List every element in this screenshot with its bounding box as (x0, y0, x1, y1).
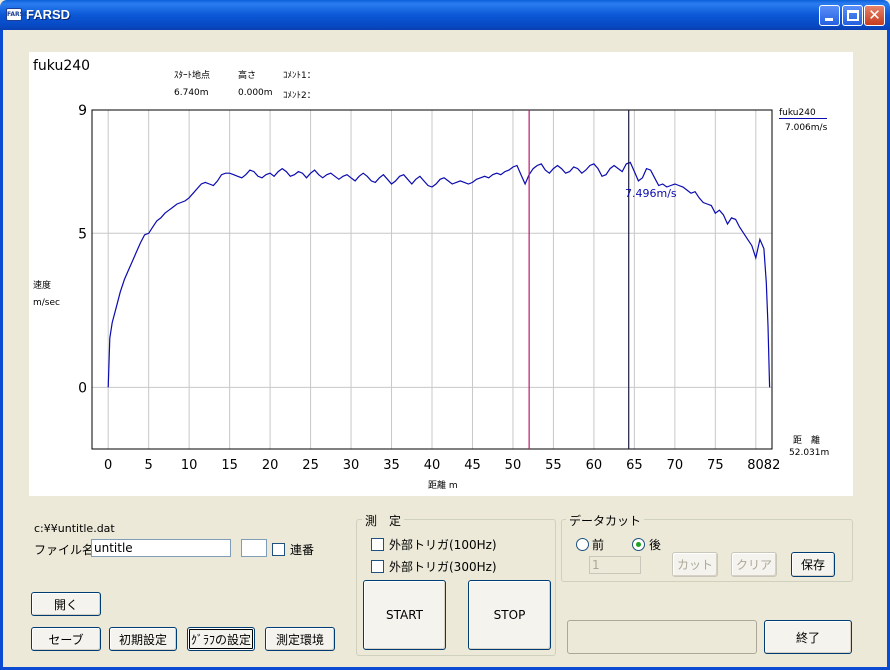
graph-settings-button[interactable]: ｸﾞﾗﾌの設定 (187, 627, 255, 651)
trigger-100hz-label: 外部トリガ(100Hz) (389, 538, 497, 552)
height-label: 高さ (238, 71, 257, 81)
measure-group-title: 測 定 (362, 512, 405, 529)
minimize-icon (825, 18, 833, 21)
datacut-group (561, 519, 853, 582)
x-tick-label: 15 (221, 458, 238, 473)
distance-label: 距 離 (793, 436, 821, 446)
x-tick-label: 35 (383, 458, 400, 473)
series-layer (107, 161, 771, 388)
window-frame-left (0, 30, 3, 670)
x-tick-label: 70 (667, 458, 684, 473)
window-title: FARSD (26, 7, 71, 22)
cut-after-label: 後 (649, 538, 662, 552)
x-tick-label: 40 (424, 458, 441, 473)
datacut-save-button[interactable]: 保存 (791, 552, 835, 577)
plot-frame (91, 109, 773, 450)
x-tick-labels: 0 5 10 15 20 25 30 35 40 45 50 55 60 65 70 75 80 82 (104, 458, 780, 473)
x-tick-label: 75 (707, 458, 724, 473)
maximize-button[interactable] (842, 5, 863, 26)
y-tick-label: 9 (78, 103, 87, 119)
y-tick-label: 0 (78, 380, 87, 396)
y-tick-label: 5 (78, 226, 87, 242)
window-frame-right (887, 30, 890, 670)
start-button[interactable]: START (363, 580, 446, 650)
x-tick-label: 82 (764, 458, 781, 473)
y-axis-unit: m/sec (33, 298, 60, 308)
app-icon-text: FARSD (7, 11, 29, 18)
x-tick-label: 5 (145, 458, 153, 473)
x-axis-label: 距離 m (428, 481, 458, 491)
stop-button[interactable]: STOP (468, 580, 551, 650)
open-button[interactable]: 開く (31, 592, 101, 616)
farsd-app-icon[interactable]: FARSD (6, 8, 29, 21)
cut-after-radio[interactable] (632, 538, 645, 551)
serial-number-checkbox[interactable] (272, 543, 285, 556)
x-tick-label: 20 (262, 458, 279, 473)
file-name-input[interactable]: untitle (91, 539, 231, 557)
status-box (567, 620, 757, 654)
cut-value-input[interactable]: 1 (589, 556, 641, 574)
x-tick-label: 0 (104, 458, 112, 473)
title-bar[interactable]: FARSD FARSD ✕ (0, 0, 890, 30)
height-value: 0.000m (238, 88, 273, 98)
cut-before-label: 前 (592, 538, 605, 552)
start-point-label: ｽﾀｰﾄ地点 (174, 71, 211, 81)
clear-button[interactable]: クリア (731, 552, 777, 577)
file-path: c:¥¥untitle.dat (34, 522, 115, 535)
window-frame-bottom (0, 667, 890, 670)
cursor-markers[interactable] (528, 110, 630, 449)
chart-grid (92, 109, 772, 449)
trigger-300hz-checkbox[interactable] (371, 560, 384, 573)
speed-chart[interactable]: 950 0 5 10 15 20 25 30 35 40 45 50 55 60 65 70 75 80 82 7… (29, 52, 853, 496)
close-button[interactable]: ✕ (864, 5, 885, 26)
cursor-readout: 7.496m/s (625, 187, 677, 200)
graph-panel[interactable]: fuku240 ｽﾀｰﾄ地点 6.740m 高さ 0.000m ｺﾒﾝﾄ1： ｺ… (29, 52, 853, 496)
cut-before-radio[interactable] (576, 538, 589, 551)
y-axis-label: 速度 (33, 281, 52, 291)
x-tick-label: 65 (626, 458, 643, 473)
measure-group (356, 519, 556, 656)
trigger-300hz-label: 外部トリガ(300Hz) (389, 560, 497, 574)
distance-value: 52.031m (789, 448, 830, 458)
legend-series-name: fuku240 (779, 108, 827, 119)
file-name-label: ファイル名： (34, 543, 107, 557)
serial-number-label: 連番 (290, 543, 315, 557)
cut-button[interactable]: カット (672, 552, 718, 577)
x-tick-label: 80 (747, 458, 764, 473)
close-icon: ✕ (868, 6, 881, 24)
x-tick-label: 50 (505, 458, 522, 473)
maximize-icon (847, 10, 859, 21)
x-tick-label: 30 (343, 458, 360, 473)
x-tick-label: 55 (545, 458, 562, 473)
trigger-100hz-checkbox[interactable] (371, 538, 384, 551)
legend-series-value: 7.006m/s (785, 123, 828, 133)
comment1-label: ｺﾒﾝﾄ1： (283, 71, 316, 81)
serial-number-input[interactable] (241, 539, 267, 557)
init-settings-button[interactable]: 初期設定 (109, 627, 177, 651)
comment2-label: ｺﾒﾝﾄ2： (283, 91, 316, 101)
series-line-fuku240 (107, 161, 771, 388)
save-button[interactable]: セーブ (31, 627, 101, 651)
graph-title: fuku240 (33, 58, 91, 74)
measure-env-button[interactable]: 測定環境 (265, 627, 335, 651)
start-point-value: 6.740m (174, 88, 209, 98)
y-tick-labels: 9 5 0 (78, 103, 87, 396)
exit-button[interactable]: 終了 (764, 620, 852, 654)
minimize-button[interactable] (819, 5, 840, 26)
datacut-group-title: データカット (566, 512, 645, 529)
x-tick-label: 45 (464, 458, 481, 473)
x-tick-label: 25 (302, 458, 319, 473)
x-tick-label: 60 (586, 458, 603, 473)
x-tick-label: 10 (181, 458, 198, 473)
